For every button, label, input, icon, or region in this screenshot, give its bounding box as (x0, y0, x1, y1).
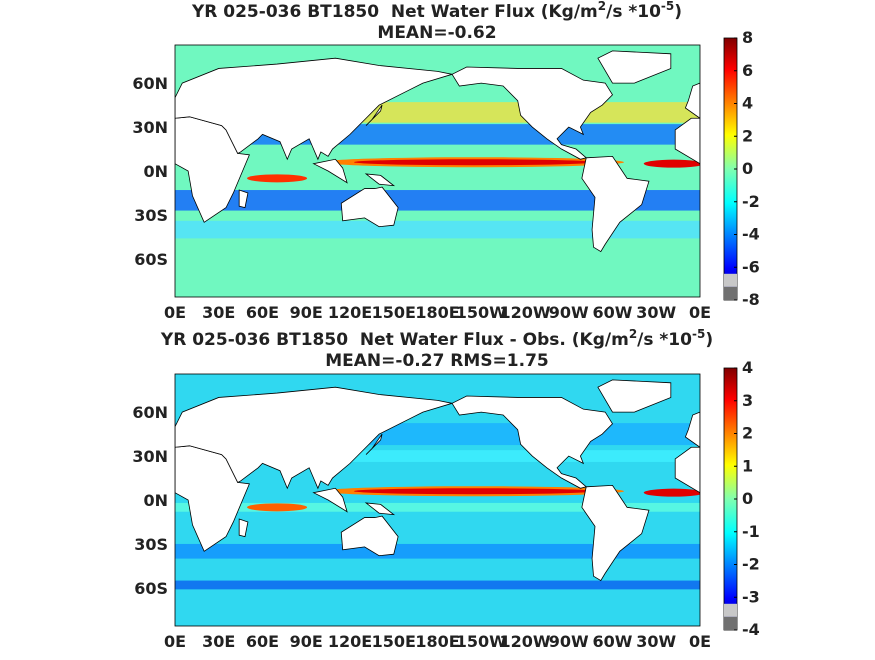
lon-label: 120E (328, 303, 372, 322)
field-feature (247, 503, 308, 512)
colorbar-tick-label: 2 (742, 424, 753, 443)
panel-title: YR 025-036 BT1850 Net Water Flux (Kg/m2/… (191, 0, 682, 22)
lon-label: 150E (372, 632, 416, 651)
title-text: YR 025-036 BT1850 Net Water Flux - Obs. … (160, 330, 629, 350)
field-feature (643, 488, 700, 497)
map-field (175, 374, 700, 626)
lon-label: 30E (202, 632, 235, 651)
title-text: /s *10 (606, 2, 661, 22)
lon-label: 120W (499, 303, 550, 322)
lat-label: 30N (132, 447, 168, 466)
lat-label: 30N (132, 118, 168, 137)
lon-label: 60E (246, 632, 279, 651)
field-band (175, 450, 700, 462)
lon-label: 30W (636, 632, 676, 651)
colorbar-tick-label: -8 (742, 290, 760, 309)
colorbar-tick-label: -1 (742, 522, 760, 541)
field-band (175, 190, 700, 211)
colorbar-tick-label: 6 (742, 61, 753, 80)
lat-label: 30S (134, 535, 168, 554)
colorbar-tick-label: -4 (742, 225, 760, 244)
field-band (175, 580, 700, 590)
colorbar-gray (724, 286, 737, 300)
panel-title: YR 025-036 BT1850 Net Water Flux - Obs. … (160, 327, 713, 350)
colorbar-tick-label: -3 (742, 587, 760, 606)
lat-label: 0N (143, 491, 168, 510)
lon-label: 150W (456, 632, 507, 651)
colorbar-tick-label: 0 (742, 159, 753, 178)
lon-label: 30W (636, 303, 676, 322)
map-frame (174, 44, 701, 298)
colorbar-tick-label: -2 (742, 192, 760, 211)
colorbar-tick-label: -4 (742, 620, 760, 639)
colorbar-tick-label: 4 (742, 358, 753, 377)
lon-label: 180E (415, 303, 459, 322)
title-superscript: 2 (598, 0, 606, 13)
field-feature (353, 488, 594, 495)
field-band (175, 502, 700, 512)
colorbar-gray (724, 603, 737, 617)
map-frame (174, 373, 701, 627)
title-text: ) (674, 2, 682, 22)
title-text: YR 025-036 BT1850 Net Water Flux (Kg/m (191, 2, 598, 22)
colorbar-tick-label: 1 (742, 456, 753, 475)
lon-label: 90E (290, 632, 323, 651)
colorbar-tick-label: -2 (742, 555, 760, 574)
title-superscript: -5 (661, 0, 674, 13)
field-band (175, 543, 700, 559)
lon-label: 30E (202, 303, 235, 322)
lon-label: 180E (415, 632, 459, 651)
panel-subtitle: MEAN=-0.27 RMS=1.75 (325, 351, 549, 371)
lon-label: 0E (164, 632, 186, 651)
map-field (175, 45, 700, 297)
field-feature (247, 174, 308, 183)
colorbar-tick-label: -6 (742, 257, 760, 276)
panel-subtitle: MEAN=-0.62 (377, 23, 496, 43)
colorbar-tick-label: 2 (742, 126, 753, 145)
colorbar-tick-label: 8 (742, 28, 753, 47)
lon-label: 0E (689, 303, 711, 322)
lon-label: 90W (549, 632, 589, 651)
colorbar-tick-label: 3 (742, 391, 753, 410)
colorbar-tick-label: 4 (742, 94, 753, 113)
title-superscript: -5 (692, 327, 705, 341)
colorbar-gray (724, 273, 737, 287)
field-feature (643, 159, 700, 168)
lat-label: 60N (132, 403, 168, 422)
lon-label: 0E (164, 303, 186, 322)
lat-label: 60N (132, 74, 168, 93)
lat-label: 60S (134, 579, 168, 598)
colorbar-gray (724, 616, 737, 630)
title-superscript: 2 (629, 327, 637, 341)
lon-label: 150W (456, 303, 507, 322)
lon-label: 60W (593, 632, 633, 651)
colorbar-tick-label: 0 (742, 489, 753, 508)
lon-label: 60W (593, 303, 633, 322)
lon-label: 0E (689, 632, 711, 651)
map-panel: YR 025-036 BT1850 Net Water Flux (Kg/m2/… (132, 0, 759, 322)
lon-label: 120W (499, 632, 550, 651)
title-text: ) (705, 330, 713, 350)
lon-label: 120E (328, 632, 372, 651)
lat-label: 60S (134, 250, 168, 269)
lat-label: 0N (143, 162, 168, 181)
map-panel: YR 025-036 BT1850 Net Water Flux - Obs. … (132, 327, 759, 651)
lat-label: 30S (134, 206, 168, 225)
lon-label: 150E (372, 303, 416, 322)
title-text: /s *10 (637, 330, 692, 350)
lon-label: 90E (290, 303, 323, 322)
field-band (175, 220, 700, 239)
lon-label: 90W (549, 303, 589, 322)
lon-label: 60E (246, 303, 279, 322)
field-feature (353, 159, 594, 166)
